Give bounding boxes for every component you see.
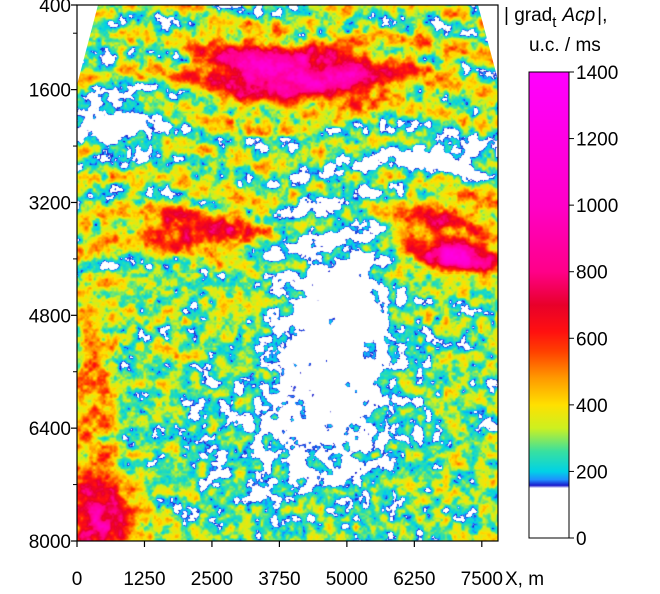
x-tick-label: 2500 xyxy=(191,569,233,590)
x-tick-label: 7500 xyxy=(461,569,503,590)
plot-frame xyxy=(76,4,499,542)
colorbar-tick-label: 200 xyxy=(576,462,608,483)
x-tick-label: 1250 xyxy=(123,569,165,590)
x-tick-label: 3750 xyxy=(258,569,300,590)
colorbar-tick-label: 0 xyxy=(576,529,587,550)
y-tick-label: 1600 xyxy=(29,81,71,102)
colorbar-title: | gradt Acp |, xyxy=(504,5,607,31)
colorbar-tick-label: 600 xyxy=(576,329,608,350)
x-tick-label: 6250 xyxy=(393,569,435,590)
colorbar xyxy=(528,71,570,539)
colorbar-tick-label: 1400 xyxy=(576,63,618,84)
colorbar-ticks: 0 200 400 600 800 1000 1200 1400 xyxy=(569,63,618,550)
y-tick-label: 6400 xyxy=(29,419,71,440)
colorbar-tick-label: 1200 xyxy=(576,130,618,151)
y-tick-label: 400 xyxy=(39,0,71,17)
y-axis-ticks: 400 1600 3200 4800 6400 8000 xyxy=(29,0,77,553)
x-tick-label: 0 xyxy=(72,569,83,590)
x-tick-label: 5000 xyxy=(326,569,368,590)
colorbar-units: u.c. / ms xyxy=(529,35,601,56)
y-tick-label: 3200 xyxy=(29,193,71,214)
y-tick-label: 8000 xyxy=(29,532,71,553)
colorbar-tick-label: 1000 xyxy=(576,196,618,217)
y-tick-label: 4800 xyxy=(29,306,71,327)
x-axis-ticks: 0 1250 2500 3750 5000 6250 7500 xyxy=(72,541,503,590)
colorbar-tick-label: 800 xyxy=(576,263,608,284)
x-axis-label: X, m xyxy=(505,569,544,590)
colorbar-tick-label: 400 xyxy=(576,396,608,417)
